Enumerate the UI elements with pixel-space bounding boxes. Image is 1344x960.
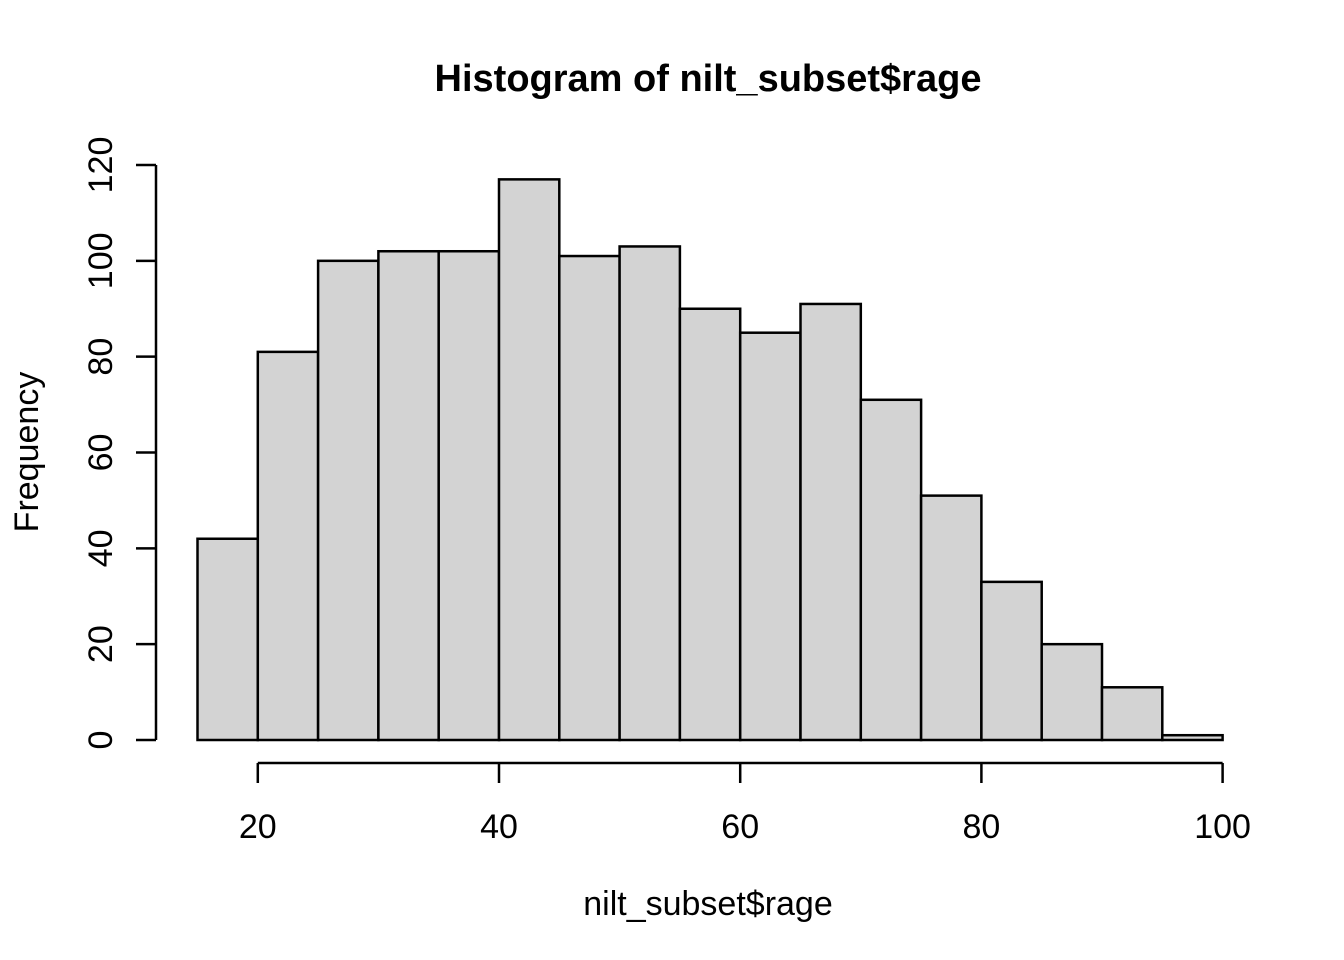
y-axis-tick-label: 60: [82, 434, 120, 472]
chart-title: Histogram of nilt_subset$rage: [435, 58, 982, 100]
y-axis-tick-label: 80: [82, 338, 120, 376]
histogram-bar: [437, 249, 501, 742]
x-axis-tick-label: 100: [1194, 808, 1251, 846]
histogram-bar: [618, 245, 682, 742]
y-axis-tick-label: 100: [82, 232, 120, 289]
x-axis-tick-label: 20: [239, 808, 277, 846]
histogram-bar: [980, 580, 1043, 742]
y-axis-tick-label: 120: [82, 137, 120, 194]
histogram-bars: [196, 178, 1224, 742]
histogram-bar: [316, 259, 380, 742]
histogram-bar: [799, 302, 863, 742]
x-axis-tick-label: 40: [480, 808, 518, 846]
histogram-bar: [497, 178, 561, 742]
histogram-bar: [738, 331, 802, 742]
y-axis-label: Frequency: [8, 372, 46, 533]
y-axis-tick-label: 0: [82, 731, 120, 750]
histogram-bar: [1161, 733, 1224, 742]
y-axis-tick-label: 20: [82, 625, 120, 663]
y-axis: 0 20 40 60 80 100 120: [82, 137, 158, 750]
x-axis: 20 40 60 80 100: [239, 761, 1251, 846]
x-axis-label: nilt_subset$rage: [583, 885, 833, 923]
histogram-bar: [1040, 642, 1104, 742]
x-axis-tick-label: 60: [721, 808, 759, 846]
histogram-bar: [678, 307, 742, 742]
histogram-bar: [256, 350, 320, 742]
histogram-bar: [196, 537, 260, 742]
histogram-bar: [377, 249, 440, 742]
histogram-bar: [919, 494, 983, 742]
histogram-bar: [1100, 686, 1164, 742]
y-axis-tick-label: 40: [82, 529, 120, 567]
x-axis-tick-label: 80: [962, 808, 1000, 846]
histogram-bar: [558, 254, 621, 742]
histogram-bar: [859, 398, 923, 742]
